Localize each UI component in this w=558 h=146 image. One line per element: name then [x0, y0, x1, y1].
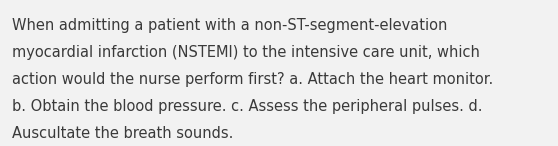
Text: b. Obtain the blood pressure. c. Assess the peripheral pulses. d.: b. Obtain the blood pressure. c. Assess …: [12, 99, 483, 114]
Text: action would the nurse perform first? a. Attach the heart monitor.: action would the nurse perform first? a.…: [12, 72, 493, 87]
Text: myocardial infarction (NSTEMI) to the intensive care unit, which: myocardial infarction (NSTEMI) to the in…: [12, 45, 480, 60]
Text: Auscultate the breath sounds.: Auscultate the breath sounds.: [12, 126, 234, 141]
Text: When admitting a patient with a non-ST-segment-elevation: When admitting a patient with a non-ST-s…: [12, 18, 448, 33]
